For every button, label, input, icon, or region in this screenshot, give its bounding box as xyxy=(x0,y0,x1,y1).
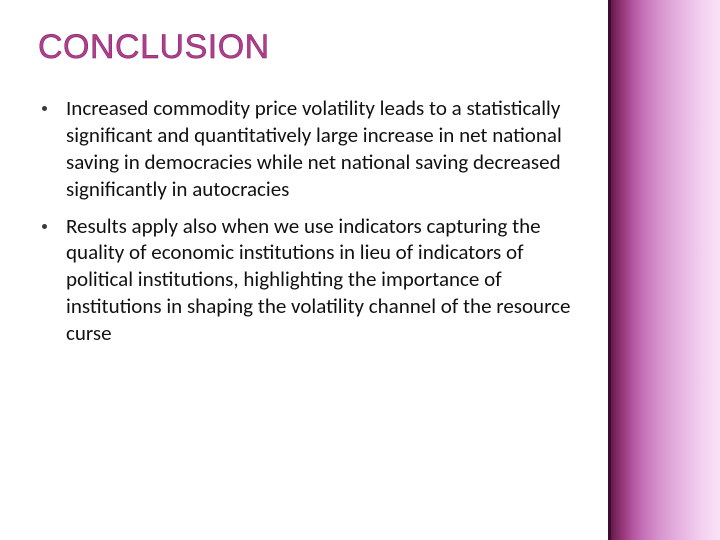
list-item: Results apply also when we use indicator… xyxy=(38,213,588,347)
decorative-side-panel xyxy=(608,0,720,540)
side-left-edge xyxy=(608,0,611,540)
slide-content: CONCLUSION Increased commodity price vol… xyxy=(0,0,608,540)
list-item: Increased commodity price volatility lea… xyxy=(38,95,588,203)
bullet-list: Increased commodity price volatility lea… xyxy=(38,95,588,347)
slide-title: CONCLUSION xyxy=(38,28,588,67)
side-gradient xyxy=(608,0,720,540)
